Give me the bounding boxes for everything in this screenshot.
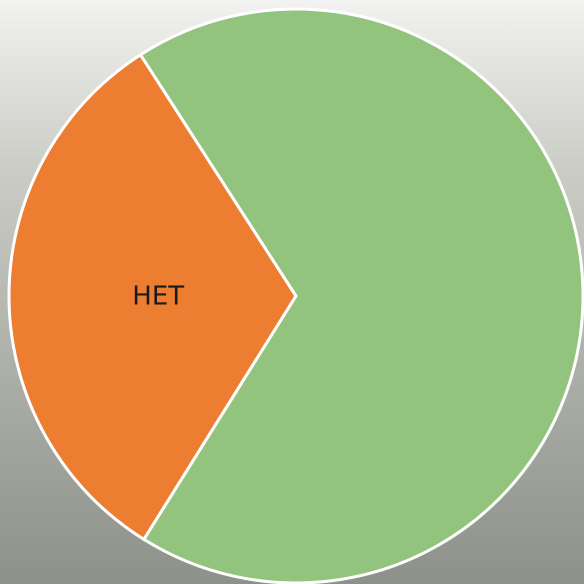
pie-slice — [138, 7, 584, 584]
pie-slice — [7, 52, 298, 542]
pie: HET — [7, 7, 584, 584]
slice-label: HET — [132, 281, 184, 311]
